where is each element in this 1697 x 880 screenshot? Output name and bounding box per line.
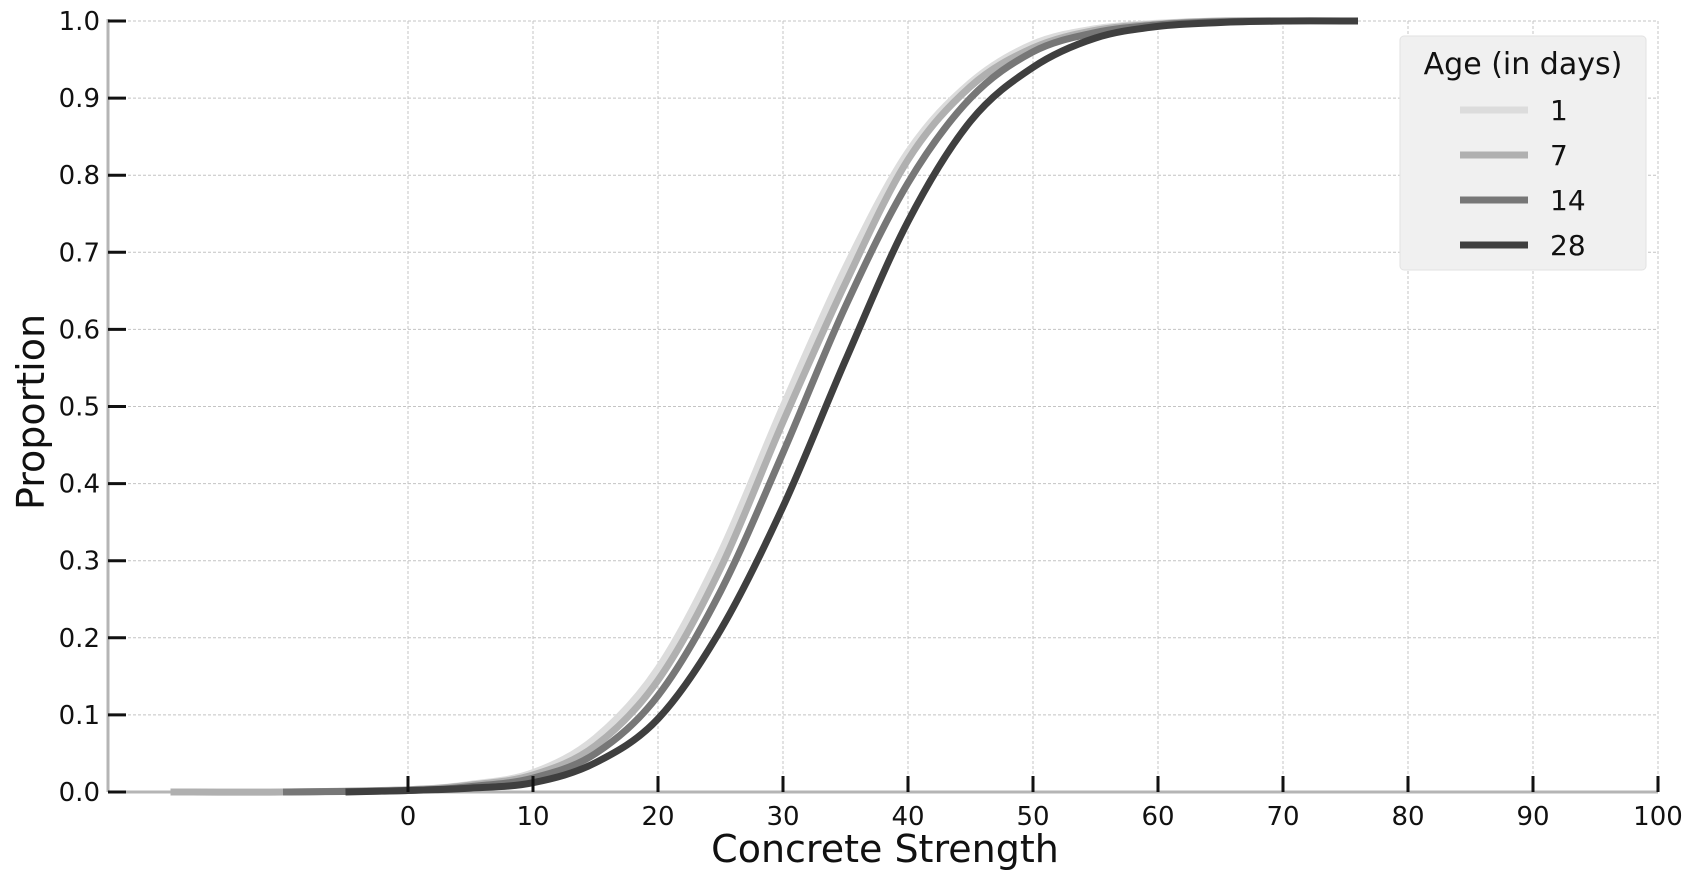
y-tick-label: 0.0: [59, 778, 100, 808]
y-tick-label: 0.9: [59, 84, 100, 114]
x-tick-label: 60: [1141, 802, 1174, 832]
legend-label-7: 7: [1550, 139, 1568, 172]
x-tick-label: 40: [891, 802, 924, 832]
x-axis-title: Concrete Strength: [711, 827, 1059, 871]
tick-labels: 0 10 20 30 40 50 60 70 80 90 100 0.0 0.1 0.2 0.3 0.4 0.5…: [59, 7, 1683, 832]
legend-label-28: 28: [1550, 229, 1586, 262]
y-tick-label: 0.1: [59, 701, 100, 731]
x-tick-label: 30: [766, 802, 799, 832]
x-tick-label: 70: [1266, 802, 1299, 832]
y-tick-label: 0.3: [59, 547, 100, 577]
x-tick-label: 0: [400, 802, 417, 832]
legend-title: Age (in days): [1424, 47, 1623, 82]
x-tick-label: 50: [1016, 802, 1049, 832]
y-tick-label: 1.0: [59, 7, 100, 37]
series-line-28: [345, 17, 1359, 796]
legend-label-14: 14: [1550, 184, 1586, 217]
y-tick-label: 0.2: [59, 624, 100, 654]
x-tick-label: 80: [1391, 802, 1424, 832]
x-tick-label: 100: [1633, 802, 1683, 832]
legend-label-1: 1: [1550, 94, 1568, 127]
legend-entries: 1 7 14 28: [1460, 94, 1586, 262]
y-tick-label: 0.4: [59, 470, 100, 500]
y-tick-label: 0.8: [59, 161, 100, 191]
series-line-1: [170, 17, 1284, 796]
x-tick-label: 10: [516, 802, 549, 832]
legend: Age (in days) 1 7 14 28: [1399, 35, 1647, 271]
series-line-7: [170, 17, 1284, 796]
x-tick-label: 20: [641, 802, 674, 832]
y-tick-label: 0.5: [59, 393, 100, 423]
y-axis-title: Proportion: [9, 314, 53, 510]
y-tick-label: 0.6: [59, 315, 100, 345]
y-tick-label: 0.7: [59, 238, 100, 268]
x-tick-label: 90: [1516, 802, 1549, 832]
